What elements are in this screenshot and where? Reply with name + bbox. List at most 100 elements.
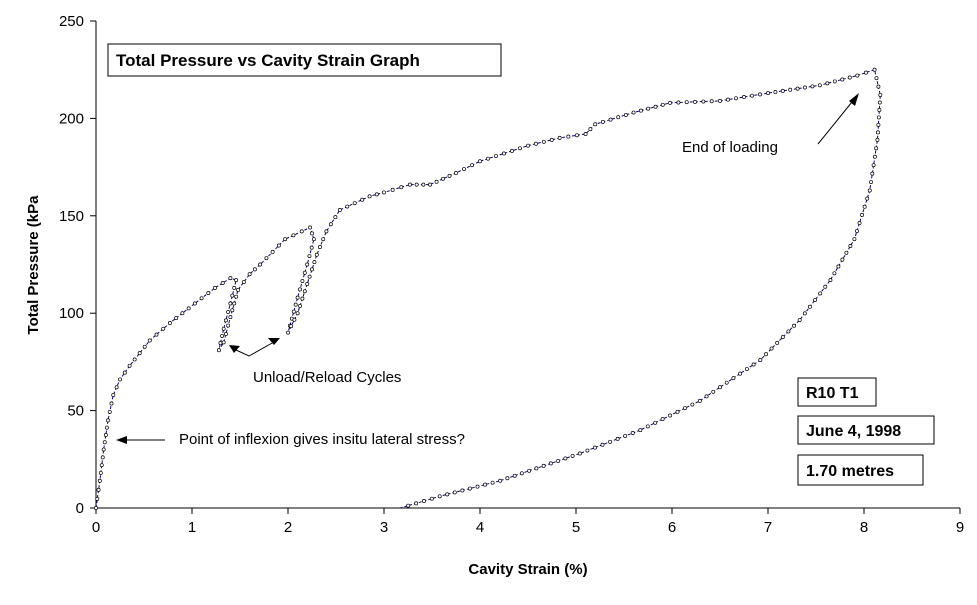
data-point	[832, 271, 837, 276]
data-point	[486, 156, 490, 161]
data-point	[738, 371, 743, 376]
data-point	[311, 237, 316, 242]
data-point	[557, 135, 562, 140]
data-point	[876, 115, 881, 120]
data-point	[848, 244, 853, 248]
annotation-inflexion: Point of inflexion gives insitu lateral …	[179, 431, 465, 448]
data-point	[421, 499, 426, 503]
data-point	[100, 455, 105, 460]
data-point	[434, 179, 439, 184]
data-point	[588, 127, 593, 132]
data-point	[616, 115, 621, 120]
data-point	[704, 394, 709, 399]
info-date: June 4, 1998	[806, 423, 901, 440]
data-point	[593, 122, 598, 127]
data-point	[840, 257, 845, 262]
data-point	[533, 141, 538, 146]
data-point	[490, 480, 495, 485]
data-point	[675, 409, 680, 414]
data-point	[638, 428, 643, 433]
data-point	[623, 112, 628, 117]
data-point	[94, 506, 98, 510]
data-point	[570, 453, 575, 458]
data-point	[109, 401, 114, 406]
data-point	[206, 291, 211, 296]
data-point	[264, 256, 269, 261]
data-point	[803, 85, 807, 90]
x-tick-label: 0	[92, 519, 100, 536]
data-point	[447, 173, 452, 178]
data-point	[218, 341, 223, 346]
data-point	[769, 346, 774, 351]
data-point	[307, 274, 312, 279]
data-point	[792, 323, 797, 328]
data-point	[860, 212, 865, 217]
data-point	[295, 311, 300, 316]
data-point	[505, 476, 510, 481]
data-point	[298, 287, 302, 292]
data-point	[862, 204, 867, 209]
data-point	[583, 132, 588, 136]
data-point	[600, 442, 605, 447]
y-axis-label: Total Pressure (kPa	[25, 195, 42, 335]
y-tick-label: 50	[67, 403, 84, 420]
data-point	[230, 308, 235, 313]
data-point	[293, 302, 298, 307]
data-point	[660, 102, 665, 107]
data-point	[593, 445, 597, 450]
data-point	[875, 130, 880, 135]
data-point	[429, 496, 434, 501]
data-point	[286, 330, 290, 335]
data-point	[324, 229, 329, 234]
data-point	[99, 463, 104, 468]
data-point	[718, 385, 722, 390]
data-point	[775, 340, 780, 345]
data-point	[345, 204, 350, 209]
data-point	[631, 110, 636, 115]
data-point	[367, 194, 372, 199]
data-point	[828, 278, 833, 283]
data-point	[623, 433, 628, 438]
info-box-depth	[797, 454, 924, 486]
data-point	[295, 295, 300, 300]
x-tick-label: 4	[476, 519, 484, 536]
data-point	[399, 185, 404, 190]
data-point	[305, 282, 310, 286]
annotation-unload-reload: Unload/Reload Cycles	[253, 369, 401, 386]
data-point	[870, 171, 875, 176]
data-point	[875, 137, 880, 142]
data-point	[352, 201, 357, 206]
data-point	[226, 309, 231, 314]
data-point	[314, 252, 319, 257]
data-point	[374, 192, 379, 197]
data-point	[709, 99, 714, 104]
arrowhead-icon	[229, 345, 240, 353]
data-point	[726, 97, 730, 102]
x-tick-label: 6	[668, 519, 676, 536]
arrow-end-of-loading	[817, 101, 853, 145]
data-point	[742, 95, 746, 99]
data-point	[98, 470, 103, 475]
data-point	[711, 389, 716, 394]
data-point	[132, 357, 137, 362]
data-point	[337, 208, 342, 212]
data-point	[270, 249, 275, 254]
data-point	[608, 439, 613, 444]
x-tick-label: 9	[956, 519, 964, 536]
data-point	[441, 176, 445, 181]
data-point	[510, 148, 514, 153]
data-point	[758, 358, 763, 362]
data-point	[460, 488, 465, 493]
y-tick-label: 0	[76, 500, 84, 517]
data-point	[96, 487, 101, 492]
data-point	[780, 335, 785, 340]
data-point	[878, 93, 883, 97]
data-point	[300, 279, 305, 284]
data-point	[302, 270, 307, 275]
data-point	[527, 468, 532, 473]
data-point	[825, 81, 830, 86]
data-point	[437, 494, 442, 499]
data-point	[813, 298, 817, 303]
data-point	[192, 301, 197, 306]
